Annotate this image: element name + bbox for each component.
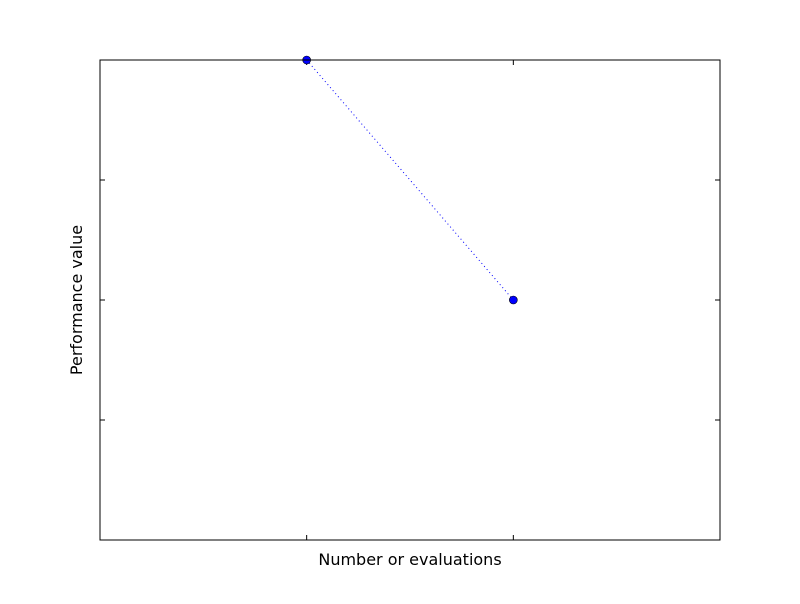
data-point — [509, 295, 518, 305]
axes-frame — [99, 59, 721, 541]
series-line — [306, 59, 514, 301]
x-axis-label: Number or evaluations — [318, 550, 501, 569]
plot-area — [100, 60, 720, 540]
y-axis-label: Performance value — [67, 225, 86, 375]
